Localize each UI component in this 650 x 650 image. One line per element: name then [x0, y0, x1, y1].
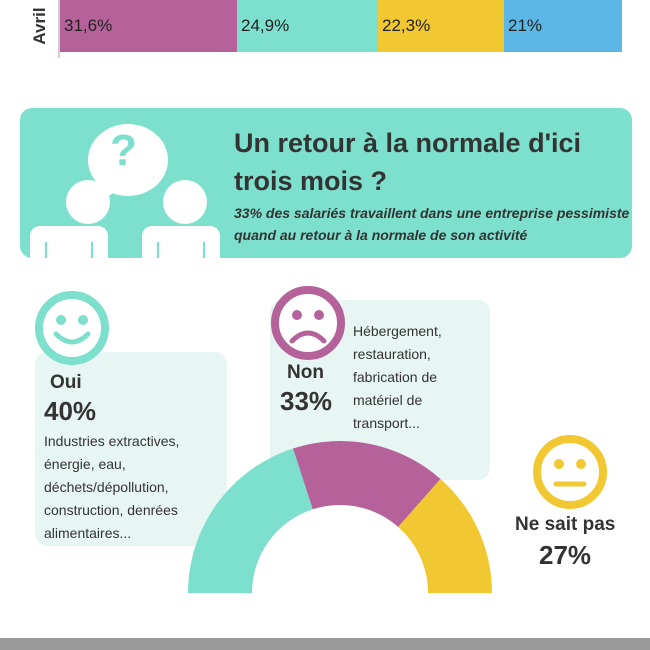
smile-face-icon — [35, 291, 109, 365]
oui-percent: 40% — [44, 396, 97, 426]
donut-slice-nsp — [398, 478, 492, 593]
neutral-face-icon — [533, 435, 607, 509]
banner-title: Un retour à la normale d'ici trois mois … — [234, 128, 582, 196]
nsp-percent: 27% — [539, 540, 592, 570]
segment-label: 21% — [508, 16, 543, 35]
segment-label: 24,9% — [241, 16, 290, 35]
bar-segment-4: 21% — [504, 0, 622, 52]
oui-label: Oui — [50, 372, 82, 393]
question-mark: ? — [110, 126, 137, 175]
sad-face-icon — [271, 286, 345, 360]
non-percent: 33% — [280, 386, 333, 416]
nsp-label: Ne sait pas — [515, 514, 616, 535]
people-question-icon — [30, 124, 220, 258]
bar-segment-3: 22,3% — [378, 0, 504, 52]
donut-slice-oui — [188, 448, 313, 593]
banner: ? — [20, 108, 632, 258]
bar-segment-2: 24,9% — [237, 0, 378, 52]
half-donut-chart — [188, 441, 492, 593]
axis-line — [58, 0, 60, 58]
banner-subtitle: 33% des salariés travaillent dans une en… — [234, 205, 630, 243]
row-label-avril: Avril — [30, 7, 49, 45]
segment-label: 31,6% — [64, 16, 113, 35]
segment-label: 22,3% — [382, 16, 431, 35]
non-label: Non — [287, 362, 324, 383]
oui-description: Industries extractives, énergie, eau, dé… — [44, 433, 180, 541]
non-description: Hébergement, restauration, fabrication d… — [353, 323, 442, 431]
card-oui — [35, 352, 227, 546]
footer-bar — [0, 638, 650, 650]
bar-segment-1: 31,6% — [60, 0, 237, 52]
donut-slice-non — [293, 441, 441, 527]
